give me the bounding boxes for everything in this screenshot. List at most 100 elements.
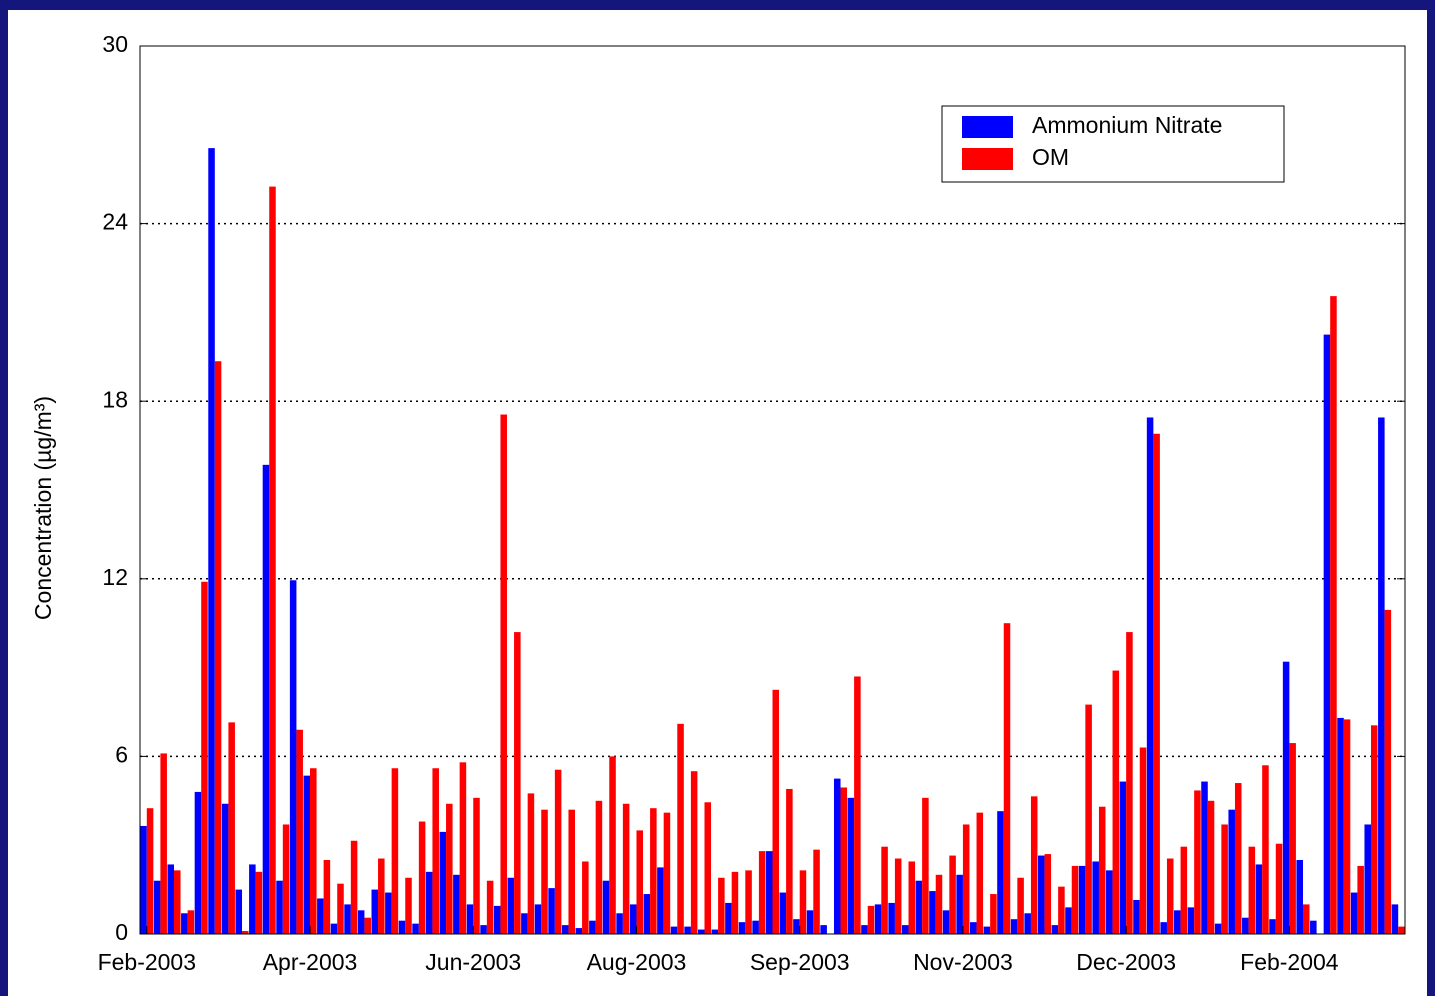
bar: [813, 849, 820, 934]
bar: [1126, 632, 1133, 934]
legend-label: OM: [1032, 144, 1069, 170]
bar: [350, 840, 358, 934]
bar: [527, 793, 535, 934]
bar: [874, 904, 882, 934]
bar: [1194, 790, 1201, 934]
bar: [534, 904, 542, 934]
bar: [609, 756, 616, 934]
bar: [1098, 806, 1106, 934]
bar: [160, 753, 167, 934]
bar: [962, 824, 970, 934]
bar: [1282, 661, 1290, 934]
bar: [1133, 899, 1140, 934]
bar: [643, 894, 651, 934]
x-tick-label: Feb-2003: [98, 949, 196, 975]
y-tick-label: 18: [102, 386, 128, 412]
bar: [949, 855, 956, 934]
bar: [473, 797, 480, 934]
bar: [1201, 781, 1208, 934]
x-tick-label: Apr-2003: [263, 949, 358, 975]
bar: [684, 926, 691, 934]
bar: [418, 821, 426, 934]
bar: [1378, 417, 1385, 935]
bar: [650, 808, 657, 934]
bar: [480, 925, 487, 934]
bar: [990, 894, 997, 934]
bar: [1221, 824, 1228, 934]
bar: [786, 788, 793, 934]
bar: [398, 920, 406, 934]
bar: [1228, 809, 1235, 934]
bar: [1275, 843, 1283, 934]
bar: [929, 891, 936, 934]
bar: [425, 871, 433, 934]
bar: [262, 464, 270, 934]
bar: [1085, 704, 1092, 934]
bar: [371, 889, 379, 934]
bar: [561, 925, 569, 934]
bar: [1269, 919, 1276, 934]
bar: [1119, 781, 1127, 934]
bar: [725, 902, 732, 934]
bar: [894, 858, 902, 934]
bar: [765, 851, 773, 934]
bar: [820, 925, 827, 934]
bar: [541, 809, 548, 934]
bar: [983, 926, 991, 934]
bar: [181, 913, 188, 934]
bar: [1065, 907, 1072, 934]
bar: [317, 898, 324, 934]
bar: [521, 913, 528, 934]
bar: [718, 877, 725, 934]
bar: [289, 580, 297, 934]
bar: [970, 922, 977, 934]
bar: [385, 892, 392, 934]
bar: [595, 800, 603, 934]
bar: [1343, 719, 1351, 934]
bar: [758, 851, 766, 934]
bar: [636, 830, 644, 934]
bar: [1051, 925, 1059, 934]
bar: [486, 880, 494, 934]
bar: [249, 864, 256, 934]
bar: [602, 880, 610, 934]
y-axis-label: Concentration (µg/m³): [30, 396, 56, 620]
y-tick-label: 30: [102, 31, 128, 57]
bar: [412, 923, 419, 934]
y-tick-label: 6: [115, 741, 128, 767]
bar: [344, 904, 351, 934]
bar: [976, 812, 984, 934]
bar: [453, 874, 460, 934]
y-tick-label: 12: [102, 564, 128, 590]
bar: [663, 812, 671, 934]
bar: [439, 831, 447, 934]
bar: [337, 883, 344, 934]
bar: [1296, 860, 1303, 934]
bar: [1214, 923, 1222, 934]
bar: [1248, 846, 1256, 934]
bar: [1207, 800, 1215, 934]
bar: [670, 926, 678, 934]
bar: [1010, 919, 1018, 934]
x-tick-label: Dec-2003: [1076, 949, 1176, 975]
bar: [507, 877, 515, 934]
bar: [779, 892, 787, 934]
bar: [901, 925, 909, 934]
bar: [235, 889, 243, 934]
bar: [935, 874, 943, 934]
bar: [1310, 920, 1317, 934]
bar: [466, 904, 474, 934]
bar: [738, 922, 746, 934]
bar: [772, 689, 780, 934]
bar: [269, 186, 276, 935]
bar: [697, 929, 705, 934]
bar: [1187, 907, 1195, 934]
legend-swatch: [962, 116, 1013, 138]
bar: [861, 925, 868, 934]
bar: [1106, 870, 1113, 934]
bar: [310, 768, 317, 934]
bar: [677, 723, 684, 934]
bar: [282, 824, 290, 934]
